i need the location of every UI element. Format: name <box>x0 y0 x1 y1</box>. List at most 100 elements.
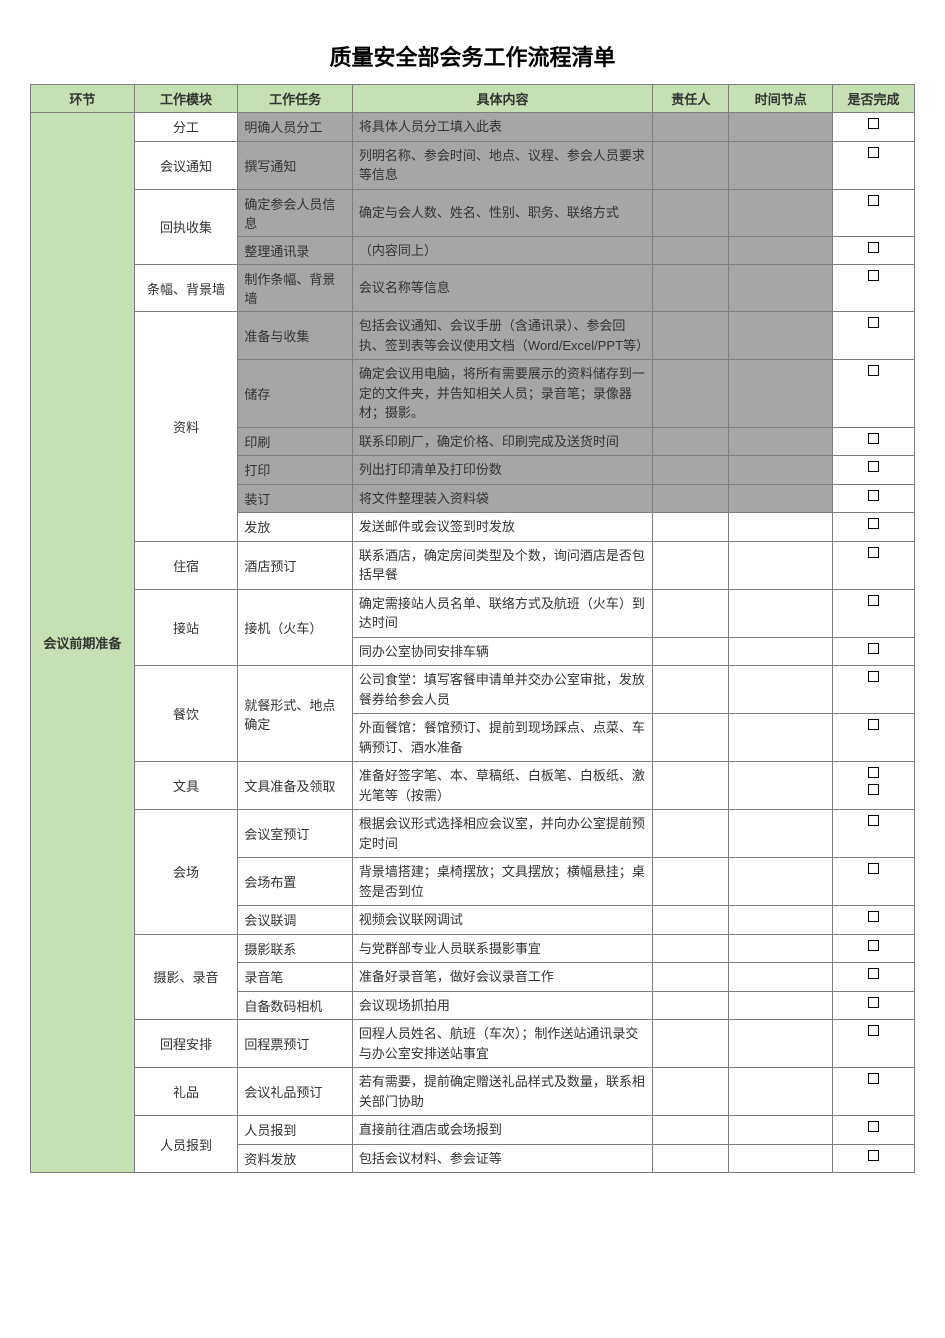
task-cell: 资料发放 <box>238 1144 353 1173</box>
checkbox-icon[interactable] <box>868 195 879 206</box>
checkbox-icon[interactable] <box>868 643 879 654</box>
checkbox-icon[interactable] <box>868 1121 879 1132</box>
task-cell: 装订 <box>238 484 353 513</box>
table-row: 住宿酒店预订联系酒店，确定房间类型及个数，询问酒店是否包括早餐 <box>31 541 915 589</box>
table-row: 会议前期准备分工明确人员分工将具体人员分工填入此表 <box>31 113 915 142</box>
task-cell: 整理通讯录 <box>238 236 353 265</box>
content-cell: 包括会议通知、会议手册（含通讯录）、参会回执、签到表等会议使用文档（Word/E… <box>352 312 652 360</box>
table-row: 接站接机（火车）确定需接站人员名单、联络方式及航班（火车）到达时间 <box>31 589 915 637</box>
done-cell <box>833 963 915 992</box>
task-cell: 制作条幅、背景墙 <box>238 265 353 312</box>
checkbox-icon[interactable] <box>868 767 879 778</box>
content-cell: 回程人员姓名、航班（车次）；制作送站通讯录交与办公室安排送站事宜 <box>352 1020 652 1068</box>
owner-cell <box>653 513 729 542</box>
content-cell: 包括会议材料、参会证等 <box>352 1144 652 1173</box>
time-cell <box>729 312 833 360</box>
checkbox-icon[interactable] <box>868 433 879 444</box>
col-owner: 责任人 <box>653 85 729 113</box>
owner-cell <box>653 714 729 762</box>
checkbox-icon[interactable] <box>868 490 879 501</box>
done-cell <box>833 1020 915 1068</box>
checkbox-icon[interactable] <box>868 147 879 158</box>
time-cell <box>729 934 833 963</box>
checkbox-icon[interactable] <box>868 365 879 376</box>
task-cell: 准备与收集 <box>238 312 353 360</box>
content-cell: 确定会议用电脑，将所有需要展示的资料储存到一定的文件夹，并告知相关人员；录音笔；… <box>352 360 652 428</box>
module-cell: 文具 <box>134 762 238 810</box>
checkbox-icon[interactable] <box>868 968 879 979</box>
checkbox-icon[interactable] <box>868 547 879 558</box>
content-cell: 外面餐馆：餐馆预订、提前到现场踩点、点菜、车辆预订、酒水准备 <box>352 714 652 762</box>
done-cell <box>833 456 915 485</box>
task-cell: 摄影联系 <box>238 934 353 963</box>
content-cell: 确定与会人数、姓名、性别、职务、联络方式 <box>352 189 652 236</box>
checkbox-icon[interactable] <box>868 242 879 253</box>
checkbox-icon[interactable] <box>868 1025 879 1036</box>
time-cell <box>729 541 833 589</box>
checkbox-icon[interactable] <box>868 1073 879 1084</box>
table-row: 摄影、录音摄影联系与党群部专业人员联系摄影事宜 <box>31 934 915 963</box>
col-task: 工作任务 <box>238 85 353 113</box>
module-cell: 会议通知 <box>134 141 238 189</box>
checkbox-icon[interactable] <box>868 461 879 472</box>
checkbox-icon[interactable] <box>868 595 879 606</box>
content-cell: 将文件整理装入资料袋 <box>352 484 652 513</box>
done-cell <box>833 360 915 428</box>
table-row: 条幅、背景墙制作条幅、背景墙会议名称等信息 <box>31 265 915 312</box>
time-cell <box>729 265 833 312</box>
checkbox-icon[interactable] <box>868 863 879 874</box>
content-cell: （内容同上） <box>352 236 652 265</box>
time-cell <box>729 810 833 858</box>
checkbox-icon[interactable] <box>868 270 879 281</box>
done-cell <box>833 666 915 714</box>
content-cell: 联系印刷厂，确定价格、印刷完成及送货时间 <box>352 427 652 456</box>
col-module: 工作模块 <box>134 85 238 113</box>
done-cell <box>833 714 915 762</box>
content-cell: 发送邮件或会议签到时发放 <box>352 513 652 542</box>
checkbox-icon[interactable] <box>868 317 879 328</box>
checkbox-icon[interactable] <box>868 118 879 129</box>
owner-cell <box>653 456 729 485</box>
phase-cell: 会议前期准备 <box>31 113 135 1173</box>
time-cell <box>729 456 833 485</box>
checkbox-icon[interactable] <box>868 671 879 682</box>
checkbox-icon[interactable] <box>868 815 879 826</box>
checkbox-icon[interactable] <box>868 940 879 951</box>
done-cell <box>833 312 915 360</box>
time-cell <box>729 236 833 265</box>
content-cell: 根据会议形式选择相应会议室，并向办公室提前预定时间 <box>352 810 652 858</box>
table-row: 资料准备与收集包括会议通知、会议手册（含通讯录）、参会回执、签到表等会议使用文档… <box>31 312 915 360</box>
owner-cell <box>653 762 729 810</box>
owner-cell <box>653 360 729 428</box>
module-cell: 条幅、背景墙 <box>134 265 238 312</box>
time-cell <box>729 637 833 666</box>
task-cell: 文具准备及领取 <box>238 762 353 810</box>
time-cell <box>729 1068 833 1116</box>
task-cell: 明确人员分工 <box>238 113 353 142</box>
table-row: 会场会议室预订根据会议形式选择相应会议室，并向办公室提前预定时间 <box>31 810 915 858</box>
module-cell: 会场 <box>134 810 238 935</box>
checkbox-icon[interactable] <box>868 518 879 529</box>
task-cell: 接机（火车） <box>238 589 353 666</box>
time-cell <box>729 714 833 762</box>
checkbox-icon[interactable] <box>868 997 879 1008</box>
checkbox-icon[interactable] <box>868 719 879 730</box>
checkbox-icon[interactable] <box>868 1150 879 1161</box>
col-time: 时间节点 <box>729 85 833 113</box>
table-body: 会议前期准备分工明确人员分工将具体人员分工填入此表会议通知撰写通知列明名称、参会… <box>31 113 915 1173</box>
content-cell: 会议名称等信息 <box>352 265 652 312</box>
done-cell <box>833 189 915 236</box>
time-cell <box>729 666 833 714</box>
time-cell <box>729 113 833 142</box>
owner-cell <box>653 1068 729 1116</box>
done-cell <box>833 1068 915 1116</box>
task-cell: 打印 <box>238 456 353 485</box>
checkbox-icon[interactable] <box>868 784 879 795</box>
done-cell <box>833 1116 915 1145</box>
task-cell: 发放 <box>238 513 353 542</box>
owner-cell <box>653 141 729 189</box>
done-cell <box>833 427 915 456</box>
checkbox-icon[interactable] <box>868 911 879 922</box>
col-content: 具体内容 <box>352 85 652 113</box>
owner-cell <box>653 637 729 666</box>
